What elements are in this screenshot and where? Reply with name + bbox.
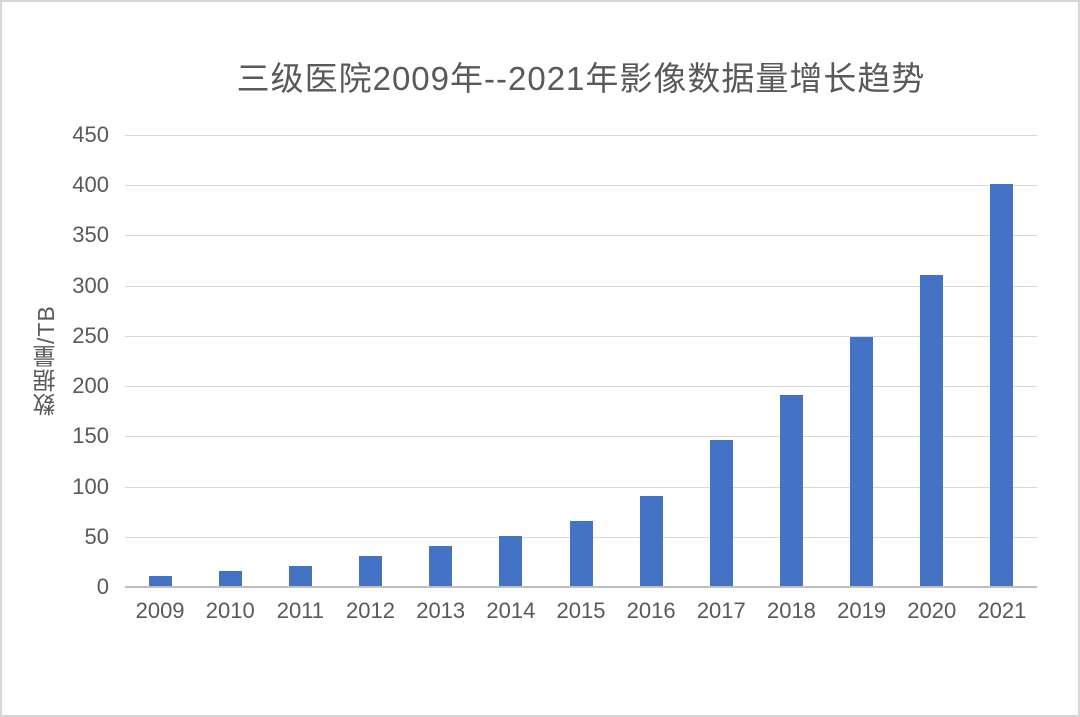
bar-2017 (709, 440, 733, 586)
x-tick-label-2010: 2010 (205, 598, 255, 623)
x-tick-label-2019: 2019 (837, 598, 887, 623)
x-tick-label-2013: 2013 (416, 598, 466, 623)
x-tick-label-2021: 2021 (977, 598, 1027, 623)
x-tick-label-2009: 2009 (135, 598, 185, 623)
x-tick-label-2020: 2020 (907, 598, 957, 623)
bar-2015 (569, 520, 593, 586)
bar-2021 (990, 184, 1014, 586)
y-tick-label-350: 350 (72, 222, 109, 248)
chart-title: 三级医院2009年--2021年影像数据量增长趋势 (236, 60, 926, 97)
y-tick-label-100: 100 (72, 473, 109, 499)
gridline-y-250 (125, 335, 1037, 337)
y-tick-label-0: 0 (96, 574, 109, 599)
y-tick-label-200: 200 (72, 373, 109, 399)
y-tick-label-250: 250 (72, 322, 109, 348)
bar-2020 (920, 274, 944, 586)
y-tick-label-50: 50 (84, 523, 109, 549)
bar-2011 (288, 565, 312, 586)
gridline-y-300 (125, 285, 1037, 287)
bar-2012 (359, 555, 383, 586)
bar-2018 (779, 395, 803, 586)
bar-2009 (148, 575, 172, 586)
x-axis-tick-labels: 2009 2010 2011 2012 2013 2014 2015 2016 2017 2018… (125, 600, 1037, 630)
gridline-y-200 (125, 386, 1037, 388)
x-tick-label-2011: 2011 (276, 598, 325, 623)
y-tick-label-150: 150 (72, 423, 109, 449)
bar-2010 (218, 570, 242, 586)
x-tick-label-2015: 2015 (556, 598, 606, 623)
x-tick-label-2018: 2018 (766, 598, 816, 623)
bar-2019 (850, 336, 874, 586)
y-axis-tick-labels: 0 50 100 150 200 250 300 350 400 450 (9, 124, 109, 598)
bar-2013 (429, 545, 453, 586)
gridline-y-100 (125, 486, 1037, 488)
gridline-y-150 (125, 436, 1037, 438)
y-tick-label-400: 400 (72, 172, 109, 198)
bar-2014 (499, 535, 523, 586)
plot-area (125, 135, 1037, 588)
bar-2016 (639, 495, 663, 586)
y-tick-label-450: 450 (72, 122, 109, 147)
x-tick-label-2012: 2012 (346, 598, 395, 623)
gridline-y-450 (125, 135, 1037, 136)
gridline-y-350 (125, 235, 1037, 237)
x-tick-label-2017: 2017 (696, 598, 746, 623)
x-axis-line (125, 586, 1037, 588)
x-tick-label-2014: 2014 (486, 598, 536, 623)
gridline-y-400 (125, 185, 1037, 187)
x-tick-label-2016: 2016 (626, 598, 676, 623)
y-tick-label-300: 300 (72, 272, 109, 298)
